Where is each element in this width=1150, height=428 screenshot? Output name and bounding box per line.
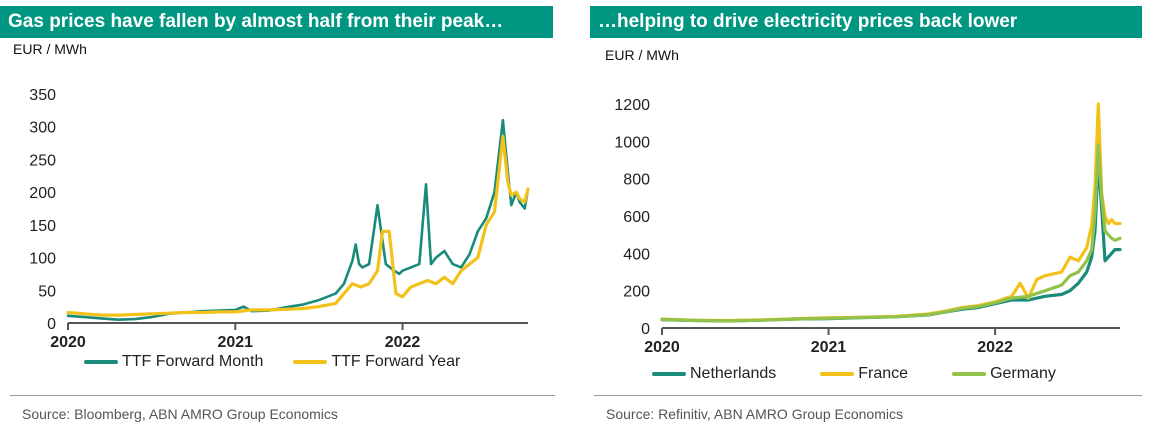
- legend-swatch: [952, 372, 987, 376]
- y-tick-label: 200: [623, 284, 650, 301]
- x-tick-label: 2020: [50, 334, 86, 351]
- x-tick-label: 2020: [644, 339, 680, 356]
- y-tick-label: 400: [623, 246, 650, 263]
- legend-item-germany: Germany: [952, 365, 1056, 383]
- y-tick-label: 300: [29, 120, 56, 137]
- y-tick-label: 50: [38, 283, 56, 300]
- y-tick-label: 100: [29, 251, 56, 268]
- chart-legend: Netherlands France Germany: [652, 365, 1056, 383]
- legend-item-ttf-forward-year: TTF Forward Year: [293, 353, 460, 371]
- series-line-ttf-forward-month: [66, 118, 530, 321]
- series-line-germany: [660, 143, 1122, 323]
- legend-label: TTF Forward Month: [122, 353, 264, 370]
- y-tick-label: 350: [29, 87, 56, 104]
- legend-label: France: [858, 365, 909, 382]
- y-tick-label: 250: [29, 152, 56, 169]
- legend-swatch: [652, 372, 686, 376]
- electricity-price-line-chart: 0 200 400 600 800 1000 1200 2020 2021 2022: [614, 97, 1122, 356]
- y-tick-label: 800: [623, 172, 650, 189]
- legend-swatch: [84, 360, 118, 364]
- source-note: Source: Refinitiv, ABN AMRO Group Econom…: [606, 406, 903, 422]
- series-line-netherlands: [660, 158, 1122, 323]
- x-tick-label: 2022: [977, 339, 1013, 356]
- legend-label: Germany: [990, 365, 1056, 382]
- chart-title: …helping to drive electricity prices bac…: [590, 6, 1142, 38]
- legend-item-france: France: [820, 365, 908, 383]
- y-tick-label: 1200: [614, 97, 650, 114]
- gas-price-chart-panel: Gas prices have fallen by almost half fr…: [0, 6, 560, 428]
- legend-swatch: [293, 360, 328, 364]
- electricity-price-chart-panel: …helping to drive electricity prices bac…: [590, 6, 1146, 428]
- y-tick-label: 1000: [614, 134, 650, 151]
- x-tick-label: 2022: [385, 334, 421, 351]
- y-tick-label: 0: [641, 321, 650, 338]
- y-tick-label: 200: [29, 185, 56, 202]
- x-tick-label: 2021: [217, 334, 253, 351]
- source-divider: [10, 395, 555, 396]
- legend-label: Netherlands: [690, 365, 777, 382]
- legend-label: TTF Forward Year: [331, 353, 461, 370]
- y-tick-label: 0: [47, 316, 56, 333]
- legend-item-ttf-forward-month: TTF Forward Month: [84, 353, 263, 371]
- x-tick-label: 2021: [811, 339, 847, 356]
- gas-price-line-chart: 0 50 100 150 200 250 300 350 2020 2021 2022: [29, 87, 530, 351]
- source-note: Source: Bloomberg, ABN AMRO Group Econom…: [22, 406, 338, 422]
- legend-item-netherlands: Netherlands: [652, 365, 776, 383]
- series-line-ttf-forward-year: [66, 134, 530, 317]
- chart-legend: TTF Forward Month TTF Forward Year: [84, 353, 460, 371]
- source-divider: [594, 395, 1142, 396]
- chart-title: Gas prices have fallen by almost half fr…: [0, 6, 553, 38]
- y-tick-label: 600: [623, 209, 650, 226]
- y-axis-unit-label: EUR / MWh: [13, 41, 87, 57]
- y-tick-label: 150: [29, 218, 56, 235]
- legend-swatch: [820, 372, 855, 376]
- y-axis-unit-label: EUR / MWh: [605, 47, 679, 63]
